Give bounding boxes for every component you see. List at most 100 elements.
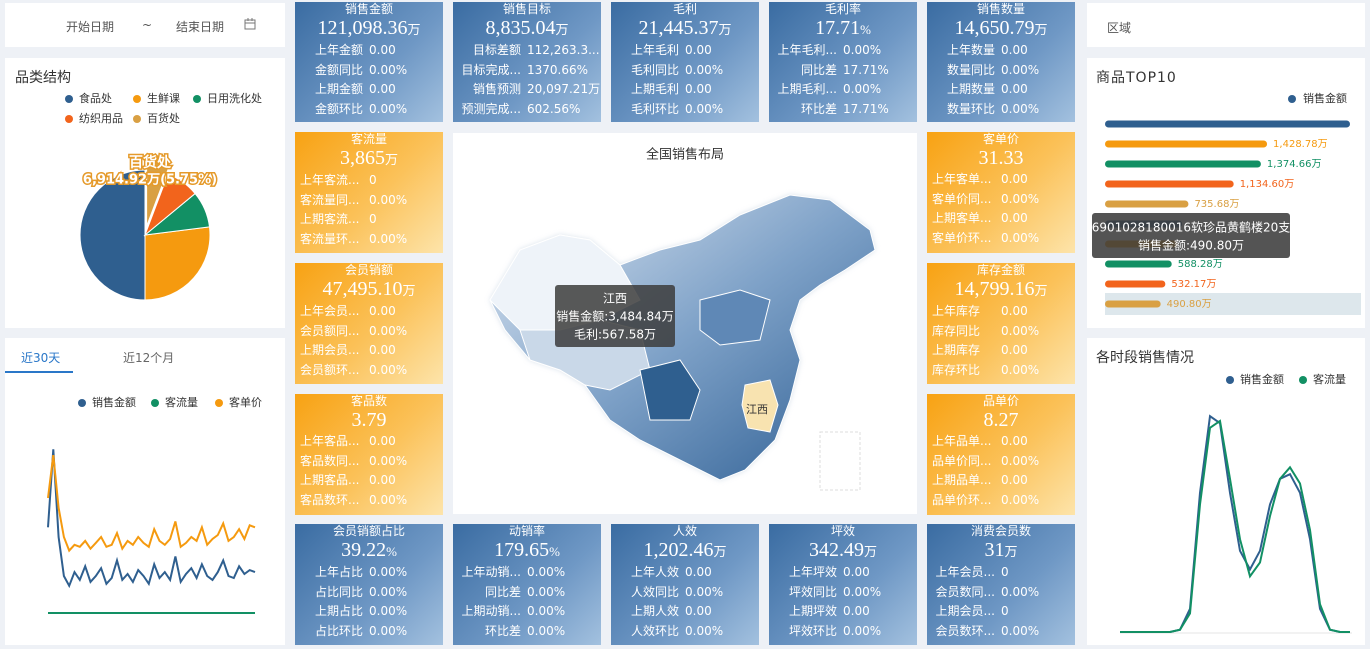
region-filter[interactable]: 区域 <box>1087 3 1365 47</box>
kpi-row-value: 0.00% <box>369 624 408 639</box>
calendar-icon[interactable] <box>244 18 256 30</box>
kpi-value: 342.49 <box>808 539 864 561</box>
legend-marker <box>193 95 201 103</box>
kpi-title: 毛利率 <box>824 2 861 16</box>
kpi-value: 47,495.10 <box>322 278 403 300</box>
kpi-row: 上年毛利 0.00 <box>611 41 759 61</box>
panel-title: 品类结构 <box>15 70 71 86</box>
start-date[interactable]: 开始日期 <box>66 20 115 34</box>
legend-label: 生鲜课 <box>147 91 180 105</box>
kpi-row: 上期占比 0.00% <box>295 602 443 622</box>
kpi-row: 上期会员... 0.00 <box>295 341 443 361</box>
legend-marker <box>151 399 159 407</box>
line-series <box>1120 414 1350 633</box>
kpi-card: 销售金额 121,098.36万 上年金额 0.00 金额同比 0.00% 上期金额 0.00… <box>295 2 443 122</box>
kpi-value: 14,799.16 <box>954 278 1035 300</box>
kpi-value: 3.79 <box>351 409 387 431</box>
legend-marker <box>1226 376 1234 384</box>
kpi-unit: 万 <box>555 22 569 37</box>
legend-label: 销售金额 <box>1240 372 1284 386</box>
kpi-row-label: 环比差 <box>800 102 837 117</box>
kpi-row: 坪效环比 0.00% <box>769 622 917 642</box>
kpi-row: 上期人效 0.00 <box>611 602 759 622</box>
kpi-row-value: 0.00 <box>685 43 712 57</box>
kpi-row-label: 同比差 <box>800 62 837 77</box>
kpi-row: 上期毛利 0.00 <box>611 80 759 100</box>
kpi-row-label: 上年毛利 <box>630 43 679 57</box>
kpi-row: 同比差 17.71% <box>769 61 917 81</box>
kpi-row-label: 上年库存 <box>932 304 981 318</box>
kpi-row-value: 0.00% <box>369 62 408 77</box>
end-date[interactable]: 结束日期 <box>176 20 225 34</box>
kpi-row-label: 客品数同... <box>300 453 360 468</box>
kpi-row: 客流量同... 0.00% <box>295 191 443 211</box>
kpi-card: 销售目标 8,835.04万 目标差额 112,263.3... 目标完成... 1370… <box>453 2 601 122</box>
panel-title: 各时段销售情况 <box>1096 350 1194 366</box>
kpi-row: 毛利同比 0.00% <box>611 61 759 81</box>
kpi-row-value: 0.00 <box>1001 211 1028 226</box>
kpi-value: 179.65 <box>494 539 550 561</box>
kpi-value: 121,098.36 <box>317 17 408 39</box>
kpi-row: 人效同比 0.00% <box>611 583 759 603</box>
kpi-row-label: 会员数环... <box>935 624 995 639</box>
kpi-row: 上年会员... 0 <box>927 563 1075 583</box>
kpi-row-label: 环比差 <box>484 624 521 639</box>
kpi-row: 环比差 0.00% <box>453 622 601 642</box>
kpi-row: 上期品单... 0.00 <box>927 471 1075 491</box>
kpi-unit: 万 <box>1034 22 1048 37</box>
kpi-row-value: 0.00% <box>843 624 882 639</box>
kpi-row-value: 0.00% <box>527 604 566 619</box>
kpi-row-label: 预测完成... <box>461 102 521 117</box>
bar <box>1105 260 1172 268</box>
bar <box>1105 280 1166 288</box>
kpi-row-label: 上期会员... <box>935 604 995 619</box>
kpi-row-value: 17.71% <box>843 102 889 117</box>
kpi-title: 销售目标 <box>502 2 551 16</box>
kpi-value: 14,650.79 <box>954 17 1035 39</box>
kpi-row: 上年坪效 0.00 <box>769 563 917 583</box>
kpi-row: 上期动销... 0.00% <box>453 602 601 622</box>
kpi-row-value: 17.71% <box>843 62 889 77</box>
kpi-row-label: 毛利同比 <box>630 62 679 77</box>
legend-label: 百货处 <box>147 111 180 125</box>
legend-label: 客单价 <box>229 395 262 409</box>
kpi-title: 坪效 <box>830 524 855 538</box>
kpi-row-value: 0.00 <box>369 82 396 97</box>
kpi-row-label: 上期数量 <box>946 82 995 97</box>
kpi-row-value: 1370.66% <box>527 62 589 77</box>
kpi-card: 会员销额 47,495.10万 上年会员... 0.00 会员额同... 0.00% 上期会… <box>295 263 443 384</box>
line-series <box>47 449 256 589</box>
kpi-value: 39.22 <box>341 539 387 561</box>
kpi-row-label: 客流量环... <box>300 232 360 247</box>
kpi-title: 消费会员数 <box>970 524 1031 538</box>
kpi-row-label: 品单价同... <box>932 453 992 468</box>
kpi-row-label: 上年动销... <box>461 565 521 579</box>
kpi-value-row: 39.22% <box>295 539 443 563</box>
kpi-value: 21,445.37 <box>638 17 719 39</box>
kpi-row-value: 0.00% <box>1001 493 1040 508</box>
kpi-value-row: 342.49万 <box>769 539 917 563</box>
kpi-row-label: 上年客流... <box>300 173 360 187</box>
kpi-value-row: 14,650.79万 <box>927 17 1075 41</box>
kpi-row-value: 0.00 <box>1001 82 1028 97</box>
tab[interactable]: 近30天 <box>21 351 61 365</box>
kpi-value: 8,835.04 <box>485 17 556 39</box>
kpi-value-row: 179.65% <box>453 539 601 563</box>
kpi-row: 品单价同... 0.00% <box>927 452 1075 472</box>
kpi-row-label: 会员额同... <box>300 323 360 338</box>
kpi-row: 上期客流... 0 <box>295 210 443 230</box>
kpi-row-label: 会员数同... <box>935 584 995 599</box>
kpi-card: 销售数量 14,650.79万 上年数量 0.00 数量同比 0.00% 上期数量 0.00 数… <box>927 2 1075 122</box>
kpi-unit: 万 <box>407 22 421 37</box>
kpi-row-label: 上期品单... <box>932 473 992 488</box>
kpi-row-label: 上年会员... <box>935 565 995 579</box>
kpi-row: 上年数量 0.00 <box>927 41 1075 61</box>
kpi-row-label: 上期客单... <box>932 211 992 226</box>
kpi-row-value: 0.00% <box>369 192 408 207</box>
kpi-value: 1,202.46 <box>643 539 714 561</box>
kpi-value-row: 8,835.04万 <box>453 17 601 41</box>
kpi-row: 会员数环... 0.00% <box>927 622 1075 642</box>
tab[interactable]: 近12个月 <box>123 351 175 365</box>
kpi-row-value: 602.56% <box>527 102 581 117</box>
